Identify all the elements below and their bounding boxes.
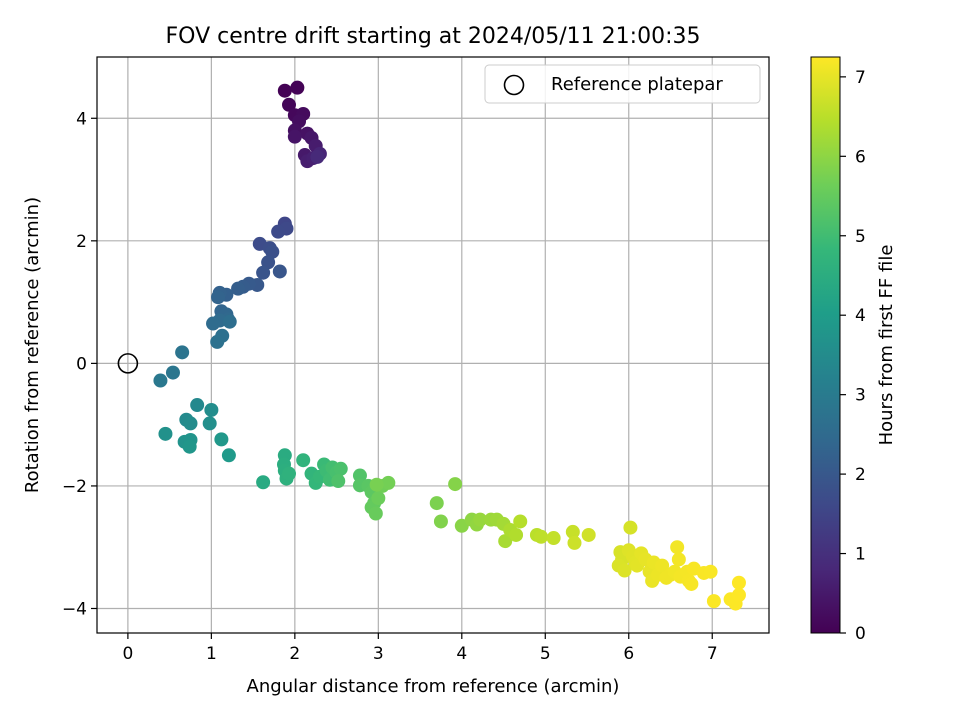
data-point <box>256 265 271 280</box>
colorbar-tick-label: 6 <box>855 147 866 167</box>
data-point <box>202 416 217 431</box>
data-point <box>271 224 286 239</box>
colorbar-tick-label: 5 <box>855 227 866 247</box>
colorbar-ticks: 0 1 2 3 4 5 6 7 <box>840 68 866 644</box>
data-point <box>371 491 386 506</box>
data-point <box>731 588 746 603</box>
data-point <box>204 402 219 417</box>
data-point <box>221 448 236 463</box>
data-point <box>296 453 311 468</box>
data-point <box>655 558 670 573</box>
data-point <box>333 461 348 476</box>
colorbar-tick-label: 4 <box>855 306 866 326</box>
data-point <box>310 149 325 164</box>
data-point <box>731 575 746 590</box>
x-tick-label: 4 <box>456 644 467 664</box>
y-tick-label: −4 <box>62 599 87 619</box>
x-tick-label: 7 <box>707 644 718 664</box>
data-point <box>222 314 237 329</box>
data-point <box>454 518 469 533</box>
data-point <box>182 439 197 454</box>
data-point <box>670 540 685 555</box>
data-point <box>282 97 296 112</box>
data-point <box>684 576 699 591</box>
data-point <box>282 466 296 481</box>
data-point <box>183 416 198 431</box>
data-point <box>706 594 721 609</box>
data-point <box>214 432 229 447</box>
data-point <box>381 475 396 490</box>
data-point <box>210 334 225 349</box>
colorbar-tick-label: 2 <box>855 465 866 485</box>
data-point <box>256 475 271 490</box>
y-axis-ticks: −4 −2 0 2 4 <box>62 109 97 619</box>
x-tick-label: 0 <box>122 644 133 664</box>
legend-box <box>484 64 761 104</box>
data-point <box>290 80 305 95</box>
x-axis-label: Angular distance from reference (arcmin) <box>247 676 620 697</box>
colorbar-tick-label: 3 <box>855 386 866 406</box>
data-point <box>509 527 524 542</box>
data-point <box>190 398 205 413</box>
colorbar: 0 1 2 3 4 5 6 7 Hours from first FF file <box>810 56 897 644</box>
reference-platepar-marker <box>117 353 139 374</box>
chart-title: FOV centre drift starting at 2024/05/11 … <box>166 24 701 49</box>
data-point <box>565 524 580 539</box>
data-point <box>352 468 367 483</box>
data-point <box>513 514 528 529</box>
data-point <box>703 564 718 579</box>
data-point <box>498 534 513 549</box>
y-tick-label: 4 <box>76 109 87 129</box>
data-point <box>277 83 292 98</box>
data-point <box>175 345 190 360</box>
data-point <box>581 527 596 542</box>
colorbar-label: Hours from first FF file <box>876 245 897 446</box>
x-tick-label: 3 <box>373 644 384 664</box>
y-tick-label: −2 <box>62 477 87 497</box>
colorbar-gradient <box>810 56 841 634</box>
legend-open-circle-icon <box>503 74 525 96</box>
data-point <box>231 281 246 296</box>
data-point <box>617 563 632 578</box>
x-axis-ticks: 0 1 2 3 4 5 6 7 <box>122 633 718 664</box>
y-tick-label: 2 <box>76 232 87 252</box>
x-tick-label: 1 <box>206 644 217 664</box>
x-tick-label: 2 <box>289 644 300 664</box>
colorbar-tick-label: 0 <box>855 624 866 644</box>
data-point <box>429 496 444 511</box>
data-point <box>211 290 226 305</box>
x-tick-label: 6 <box>623 644 634 664</box>
plot-frame <box>96 56 770 634</box>
y-axis-label: Rotation from reference (arcmin) <box>22 197 43 493</box>
data-point <box>671 552 686 567</box>
data-point <box>272 264 287 279</box>
data-point <box>534 529 549 544</box>
data-point <box>287 129 302 144</box>
data-point <box>473 512 488 527</box>
data-points <box>153 80 746 611</box>
grid-lines <box>97 57 769 633</box>
data-point <box>153 373 168 388</box>
data-point <box>158 426 173 441</box>
data-point <box>206 316 221 331</box>
data-point <box>623 520 638 535</box>
data-point <box>261 255 276 270</box>
colorbar-tick-label: 1 <box>855 545 866 565</box>
data-point <box>433 514 448 529</box>
data-point <box>546 531 561 546</box>
data-point <box>165 365 180 380</box>
y-tick-label: 0 <box>76 354 87 374</box>
data-point <box>369 477 384 492</box>
legend: Reference platepar <box>484 64 761 104</box>
data-point <box>448 477 463 492</box>
colorbar-tick-label: 7 <box>855 68 866 88</box>
x-tick-label: 5 <box>540 644 551 664</box>
data-point <box>567 535 582 550</box>
data-point <box>331 474 346 489</box>
data-point <box>368 506 383 521</box>
legend-entry-label: Reference platepar <box>551 74 723 95</box>
